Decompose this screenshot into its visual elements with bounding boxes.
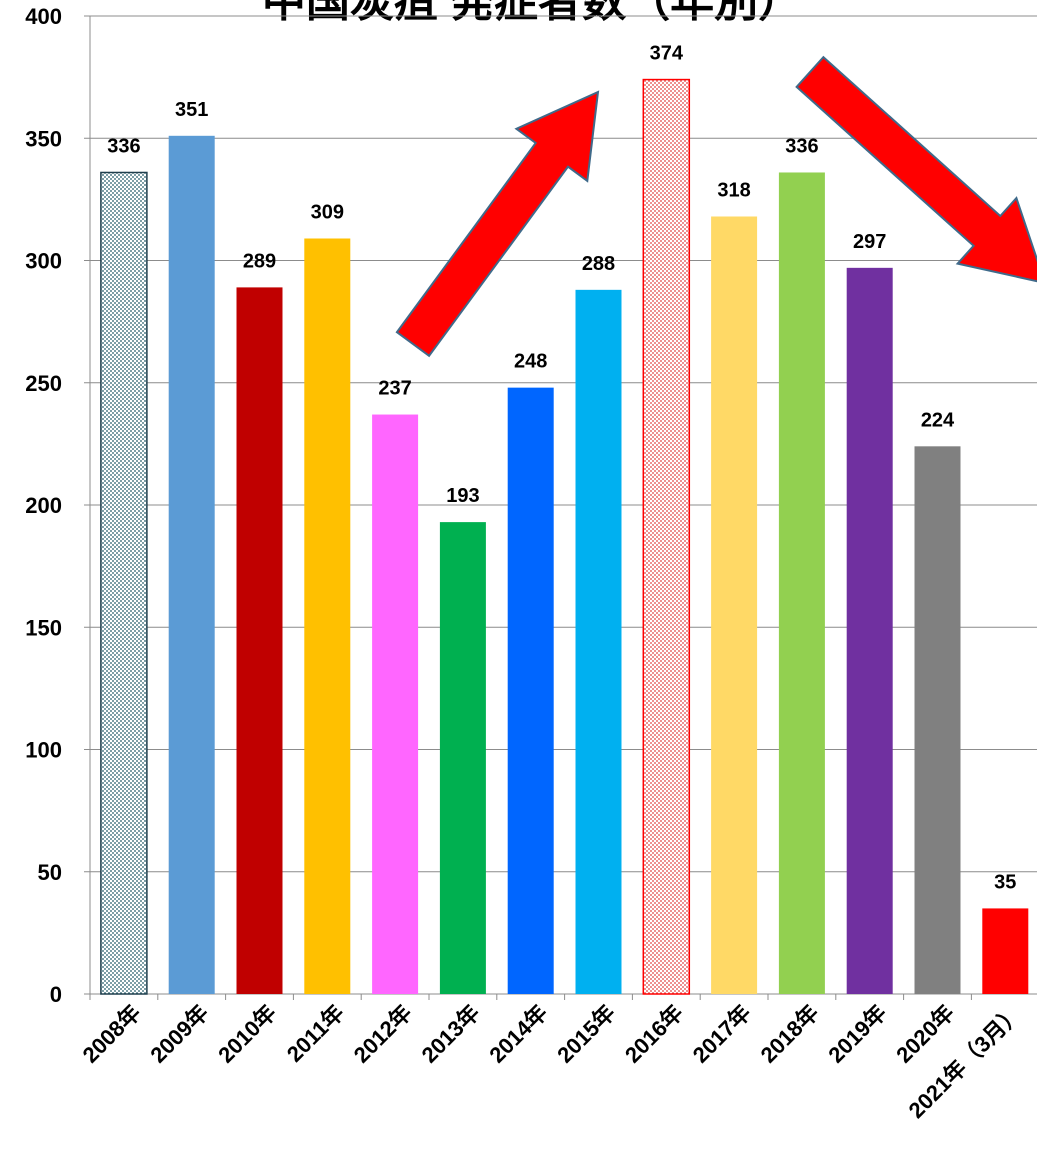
data-label: 374 <box>650 43 684 65</box>
x-tick-label: 2008年 <box>78 1000 146 1068</box>
bar-2013年 <box>439 522 486 994</box>
data-label: 351 <box>175 99 208 121</box>
data-label: 248 <box>514 351 547 373</box>
bar-2012年 <box>372 414 419 994</box>
bar-2008年 <box>100 171 148 995</box>
bar-2017年 <box>711 216 758 995</box>
y-tick-label: 50 <box>38 860 62 885</box>
y-tick-labels: 0 50 100 150 200 250 300 350 400 <box>25 4 62 1007</box>
x-tick-label: 2011年 <box>282 1000 349 1067</box>
arrow-up-annotation <box>395 90 600 358</box>
y-tick-label: 150 <box>25 615 62 640</box>
data-label: 224 <box>921 409 955 431</box>
bar-2019年 <box>846 267 893 995</box>
x-tick-label: 2015年 <box>552 1000 620 1068</box>
annotations <box>395 55 1037 358</box>
bar-2009年 <box>168 135 215 994</box>
x-tick-label: 2014年 <box>484 1000 552 1068</box>
y-tick-label: 0 <box>50 982 62 1007</box>
x-tick-label: 2019年 <box>823 1000 891 1068</box>
y-tick-label: 300 <box>25 249 62 274</box>
y-tick-label: 400 <box>25 4 62 29</box>
bar-2016年 <box>642 78 691 995</box>
bar-2018年 <box>778 172 825 995</box>
bar-2020年 <box>914 446 961 994</box>
data-label: 336 <box>785 135 818 157</box>
y-tick-label: 100 <box>25 738 62 763</box>
chart-title: 中国炭疽 発症者数（年別） <box>262 0 802 26</box>
bar-2021年（3月） <box>982 908 1029 994</box>
x-tick-label: 2017年 <box>688 1000 756 1068</box>
data-label: 193 <box>446 485 479 507</box>
data-labels: 336 351 289 309 237 193 248 288 374 318 336 297 224 3… <box>107 43 1016 894</box>
y-tick-label: 250 <box>25 371 62 396</box>
bar-2011年 <box>304 238 351 994</box>
x-tick-label: 2009年 <box>145 1000 213 1068</box>
x-tick-label: 2012年 <box>349 1000 417 1068</box>
data-label: 237 <box>378 378 411 400</box>
bars <box>100 78 1029 995</box>
arrow-down-annotation <box>795 55 1037 283</box>
bar-2010年 <box>236 287 283 994</box>
data-label: 309 <box>311 201 344 223</box>
data-label: 297 <box>853 231 886 253</box>
data-label: 318 <box>717 179 750 201</box>
data-label: 336 <box>107 135 140 157</box>
x-tick-label: 2020年 <box>891 1000 959 1068</box>
x-tick-label: 2010年 <box>213 1000 281 1068</box>
data-label: 289 <box>243 250 276 272</box>
x-tick-label: 2018年 <box>756 1000 824 1068</box>
bar-2014年 <box>507 387 554 994</box>
bar-2015年 <box>575 289 622 995</box>
y-tick-label: 200 <box>25 493 62 518</box>
data-label: 288 <box>582 253 615 275</box>
data-label: 35 <box>994 871 1016 893</box>
x-tick-labels: 2008年 2009年 2010年 2011年 2012年 2013年 2014年 2015年… <box>78 1000 1027 1123</box>
x-tick-label: 2016年 <box>620 1000 688 1068</box>
x-tick-label: 2013年 <box>417 1000 485 1068</box>
y-tick-label: 350 <box>25 126 62 151</box>
